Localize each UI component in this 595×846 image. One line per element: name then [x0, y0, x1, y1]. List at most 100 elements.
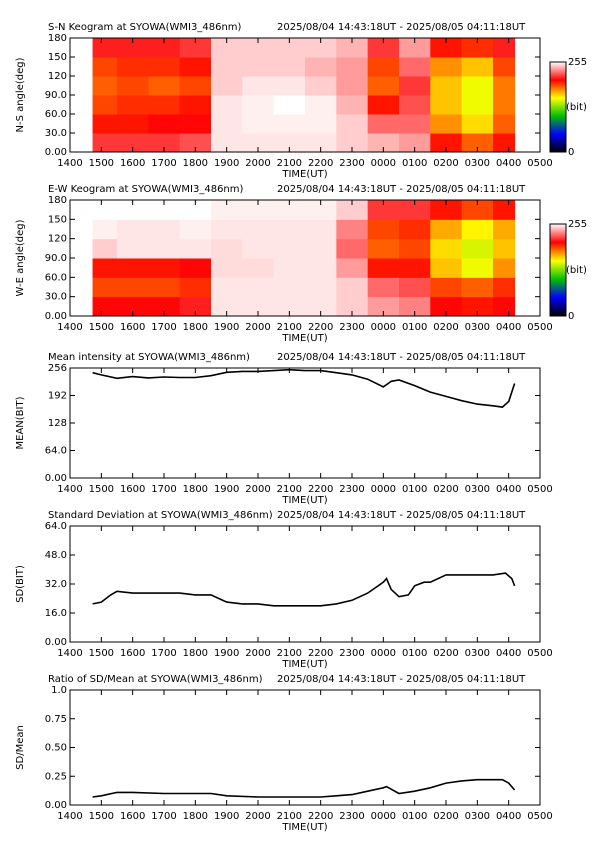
x-tick-label: 2300 [339, 322, 364, 333]
x-tick-label: 2000 [245, 811, 270, 822]
heatmap-cell [242, 258, 275, 278]
heatmap-cell [148, 57, 181, 77]
heatmap-cell [399, 296, 431, 317]
x-tick-label: 2000 [245, 648, 270, 659]
x-tick-label: 1700 [151, 158, 176, 169]
heatmap-cell [430, 219, 463, 240]
y-tick-label: 60.0 [45, 272, 67, 283]
heatmap-cell [148, 76, 181, 96]
heatmap-cell [117, 38, 149, 58]
x-tick-label: 0200 [433, 158, 458, 169]
y-axis-label: SD(BIT) [15, 565, 26, 603]
heatmap-cell [211, 38, 243, 58]
x-tick-label: 0200 [433, 648, 458, 659]
colorbar-tick-label: 255 [568, 57, 587, 68]
x-tick-label: 2300 [339, 158, 364, 169]
colorbar [549, 61, 567, 153]
x-tick-label: 0400 [496, 158, 521, 169]
heatmap-cell [273, 200, 306, 220]
x-tick-label: 2200 [308, 484, 333, 495]
heatmap-cell [148, 200, 181, 220]
heatmap-cell [399, 219, 431, 240]
heatmap-cell [367, 258, 400, 278]
heatmap-cell [367, 38, 400, 58]
y-tick-label: 180 [48, 195, 67, 206]
x-tick-label: 1700 [151, 811, 176, 822]
chart-subtitle: 2025/08/04 14:43:18UT - 2025/08/05 04:11… [277, 352, 526, 363]
y-tick-label: 180 [48, 33, 67, 44]
heatmap-cell [493, 200, 516, 220]
heatmap-cell [211, 219, 243, 240]
heatmap-cell [367, 57, 400, 77]
x-tick-label: 0100 [402, 322, 427, 333]
heatmap-cell [336, 200, 369, 220]
x-tick-label: 2300 [339, 811, 364, 822]
x-tick-label: 0000 [371, 322, 396, 333]
x-tick-label: 0300 [465, 648, 490, 659]
heatmap-cell [273, 238, 306, 259]
heatmap-cell [92, 296, 118, 317]
heatmap-cell [336, 258, 369, 278]
x-tick-label: 1500 [89, 484, 114, 495]
heatmap-cell [493, 57, 516, 77]
x-tick-label: 2100 [277, 322, 302, 333]
x-tick-label: 0500 [527, 811, 552, 822]
heatmap-cell [305, 95, 337, 115]
heatmap-cell [461, 38, 494, 58]
y-tick-label: 60.0 [45, 109, 67, 120]
y-axis-label: W-E angle(deg) [15, 219, 26, 296]
heatmap-cell [493, 95, 516, 115]
heatmap-cell [367, 219, 400, 240]
heatmap-cell [305, 114, 337, 134]
heatmap-cell [242, 133, 275, 153]
x-tick-label: 0400 [496, 648, 521, 659]
x-tick-label: 1500 [89, 158, 114, 169]
heatmap-cell [242, 76, 275, 96]
heatmap-cell [242, 57, 275, 77]
heatmap-cell [242, 219, 275, 240]
chart-title: Ratio of SD/Mean at SYOWA(WMI3_486nm) [48, 674, 263, 685]
data-line [92, 778, 516, 798]
chart-subtitle: 2025/08/04 14:43:18UT - 2025/08/05 04:11… [277, 184, 526, 195]
chart-title: Standard Deviation at SYOWA(WMI3_486nm) [48, 510, 273, 521]
x-tick-label: 1600 [120, 484, 145, 495]
y-tick-label: 32.0 [45, 579, 67, 590]
x-tick-label: 0000 [371, 158, 396, 169]
heatmap-cell [336, 95, 369, 115]
heatmap-cell [305, 296, 337, 317]
y-tick-label: 64.0 [45, 521, 67, 532]
heatmap-cell [148, 219, 181, 240]
heatmap-cell [117, 114, 149, 134]
x-tick-label: 1900 [214, 811, 239, 822]
x-tick-label: 0000 [371, 811, 396, 822]
x-tick-label: 2000 [245, 322, 270, 333]
heatmap-cell [242, 238, 275, 259]
x-tick-label: 1600 [120, 322, 145, 333]
heatmap-cell [179, 133, 212, 153]
heatmap-cell [179, 277, 212, 298]
x-tick-label: 0200 [433, 811, 458, 822]
heatmap-cell [117, 296, 149, 317]
heatmap-cell [179, 258, 212, 278]
heatmap-cell [461, 133, 494, 153]
heatmap-cell [305, 200, 337, 220]
heatmap-cell [305, 258, 337, 278]
heatmap-cell [179, 57, 212, 77]
heatmap-cell [179, 219, 212, 240]
heatmap-cell [179, 114, 212, 134]
plot-frame [69, 689, 541, 806]
heatmap-cell [430, 238, 463, 259]
heatmap-cell [399, 277, 431, 298]
x-tick-label: 1400 [57, 322, 82, 333]
x-tick-label: 1600 [120, 811, 145, 822]
x-tick-label: 0300 [465, 811, 490, 822]
y-tick-label: 30.0 [45, 292, 67, 303]
x-tick-label: 1700 [151, 648, 176, 659]
heatmap-cell [211, 258, 243, 278]
heatmap-cell [117, 238, 149, 259]
heatmap-cell [305, 133, 337, 153]
heatmap-cell [399, 200, 431, 220]
heatmap-cell [305, 219, 337, 240]
x-tick-label: 1400 [57, 811, 82, 822]
heatmap-cell [148, 133, 181, 153]
